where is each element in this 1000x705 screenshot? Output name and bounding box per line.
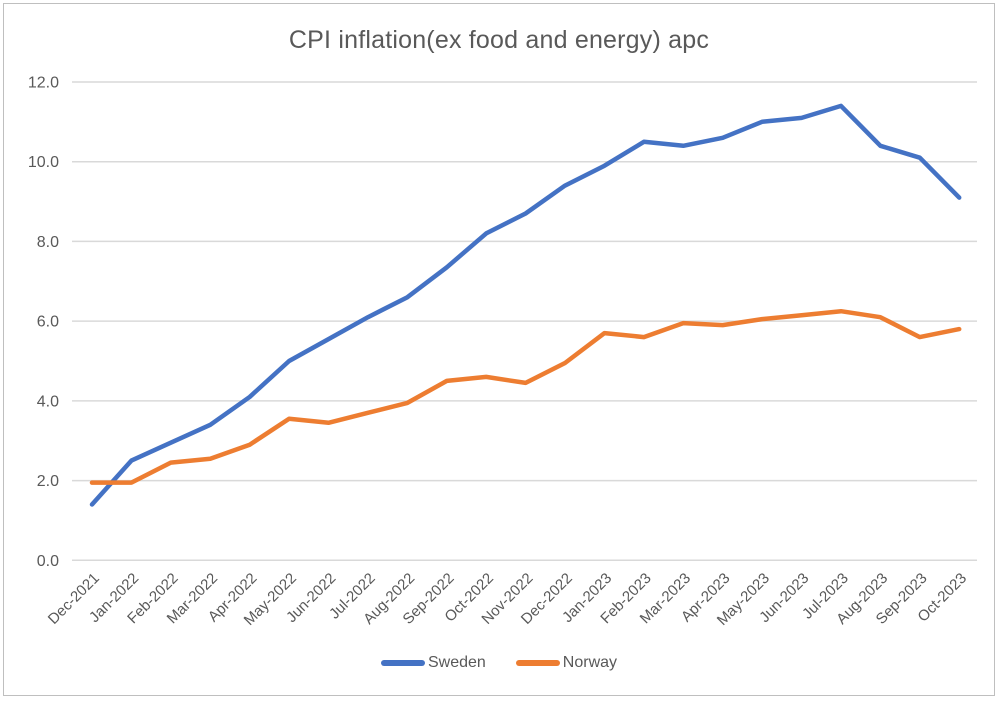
y-axis-tick-label: 6.0 (37, 314, 59, 331)
y-axis-tick-label: 4.0 (37, 393, 59, 410)
y-axis-tick-label: 12.0 (28, 74, 59, 91)
y-axis-tick-label: 8.0 (37, 234, 59, 251)
chart-title: CPI inflation(ex food and energy) apc (288, 26, 710, 54)
chart-legend: Sweden Norway (4, 654, 994, 672)
y-axis-tick-label: 10.0 (28, 154, 59, 171)
norway-line-swatch (515, 660, 560, 666)
legend-label-norway: Norway (562, 654, 618, 671)
line-chart-plot: 0.02.04.06.08.010.012.0Dec-2021Jan-2022F… (28, 74, 977, 629)
y-axis-tick-label: 0.0 (37, 553, 59, 570)
y-axis-tick-label: 2.0 (37, 473, 59, 490)
series-line-sweden (89, 103, 962, 507)
legend-item-sweden: Sweden (380, 654, 486, 672)
chart-container: 0.0 2.0 4.0 6.0 8.0 10.0 12.0 Dec-2021 Jan-2022 F… (3, 3, 995, 696)
sweden-line-swatch (380, 660, 425, 666)
legend-label-sweden: Sweden (427, 654, 486, 671)
series-line-norway (89, 308, 962, 485)
legend-item-norway: Norway (515, 654, 618, 672)
